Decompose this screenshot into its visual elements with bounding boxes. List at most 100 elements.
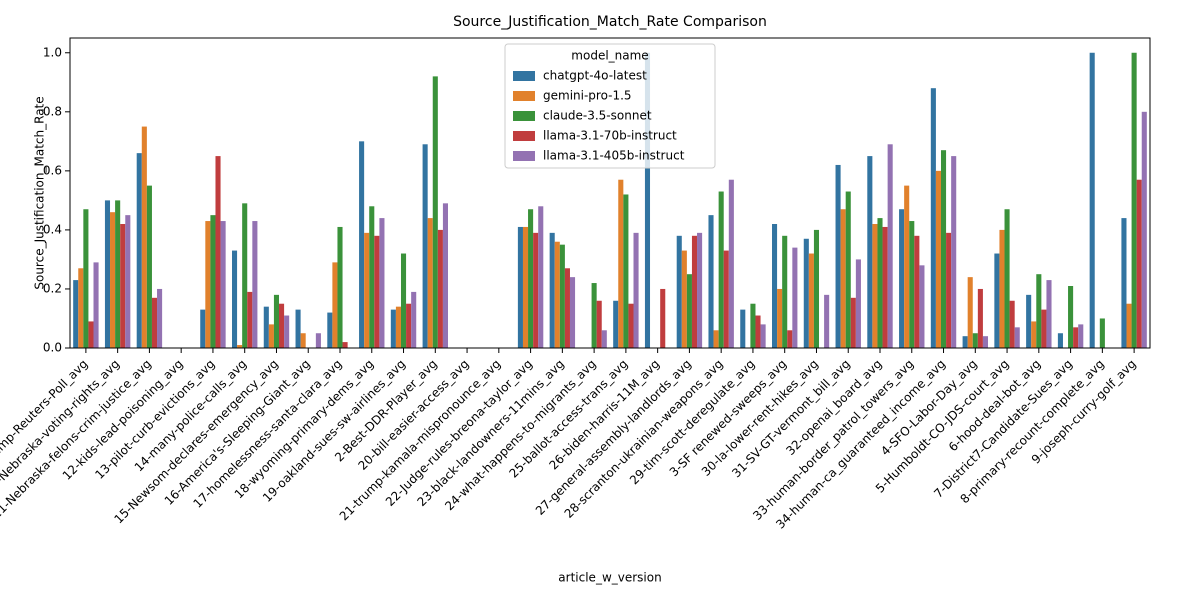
- bar: [395, 306, 401, 348]
- chart-title: Source_Justification_Match_Rate Comparis…: [453, 14, 767, 30]
- bar: [93, 262, 99, 348]
- bar: [220, 221, 226, 348]
- bar: [273, 294, 280, 348]
- bar: [268, 324, 274, 348]
- bar: [1121, 218, 1127, 348]
- bar: [242, 203, 248, 348]
- bar: [200, 309, 206, 348]
- bar: [427, 218, 433, 348]
- legend-swatch: [513, 111, 535, 121]
- bar: [1141, 111, 1147, 348]
- bar: [279, 303, 285, 348]
- bar: [977, 288, 983, 348]
- bar: [364, 232, 370, 348]
- bar: [835, 164, 841, 348]
- bar: [1136, 179, 1142, 348]
- x-axis-label: article_w_version: [558, 571, 661, 585]
- bar: [1009, 300, 1015, 348]
- bar: [327, 312, 333, 348]
- bar: [432, 76, 438, 348]
- bar: [141, 126, 147, 348]
- legend-swatch: [513, 71, 535, 81]
- bar: [337, 226, 343, 348]
- bar: [1073, 327, 1079, 348]
- bar: [564, 268, 570, 348]
- bar: [686, 274, 692, 348]
- bar: [400, 253, 407, 348]
- bar: [740, 309, 746, 348]
- y-tick-label: 1.0: [43, 45, 62, 59]
- bar: [390, 309, 396, 348]
- bar: [115, 200, 121, 348]
- bar: [919, 265, 925, 348]
- bar: [1068, 286, 1074, 348]
- bar: [808, 253, 814, 348]
- bar: [618, 179, 624, 348]
- bar: [157, 288, 163, 348]
- bar: [628, 303, 634, 348]
- bar: [237, 345, 243, 348]
- bar: [1099, 318, 1105, 348]
- bar: [332, 262, 338, 348]
- bar: [681, 250, 687, 348]
- bar: [379, 218, 385, 348]
- bar: [972, 333, 978, 348]
- bar: [247, 291, 253, 348]
- bar: [110, 212, 116, 348]
- bar: [723, 250, 729, 348]
- bar: [840, 209, 846, 348]
- legend-label: gemini-pro-1.5: [543, 89, 632, 103]
- bar: [1078, 324, 1084, 348]
- bar: [755, 315, 761, 348]
- bar: [940, 150, 947, 348]
- bar: [1031, 321, 1037, 348]
- bar: [559, 244, 565, 348]
- bar: [914, 235, 920, 348]
- bar: [845, 191, 851, 348]
- bar: [962, 336, 968, 348]
- bar: [374, 235, 380, 348]
- bar: [792, 247, 798, 348]
- bar: [442, 203, 448, 348]
- legend-swatch: [513, 131, 535, 141]
- bar: [295, 309, 301, 348]
- bar: [601, 330, 607, 348]
- legend-swatch: [513, 151, 535, 161]
- bar: [691, 235, 698, 348]
- bar: [120, 224, 126, 348]
- bar: [982, 336, 988, 348]
- bar: [104, 200, 111, 348]
- bar: [813, 229, 820, 348]
- y-tick-label: 0.0: [43, 341, 62, 355]
- bar: [994, 253, 1000, 348]
- bar: [760, 324, 766, 348]
- bar: [782, 235, 788, 348]
- bar: [1089, 52, 1095, 349]
- bar: [437, 229, 443, 348]
- bar: [855, 259, 861, 348]
- bar: [78, 268, 84, 348]
- bar: [999, 229, 1005, 348]
- bar: [967, 277, 973, 348]
- bar: [533, 232, 539, 348]
- bar: [210, 215, 216, 348]
- y-tick-label: 0.2: [43, 281, 62, 295]
- legend-label: claude-3.5-sonnet: [543, 109, 652, 123]
- bar: [750, 303, 756, 348]
- bar: [125, 215, 131, 348]
- y-tick-label: 0.8: [43, 104, 62, 118]
- bar: [263, 306, 269, 348]
- bar: [522, 226, 529, 348]
- bar: [613, 300, 619, 348]
- bar: [252, 221, 258, 348]
- bar: [528, 209, 534, 348]
- bar: [644, 52, 651, 349]
- bar: [803, 238, 809, 348]
- bar: [596, 300, 602, 348]
- legend-title: model_name: [571, 49, 648, 63]
- legend-label: llama-3.1-70b-instruct: [543, 129, 677, 143]
- bar: [146, 185, 152, 348]
- y-tick-label: 0.6: [43, 163, 62, 177]
- bar: [946, 232, 952, 348]
